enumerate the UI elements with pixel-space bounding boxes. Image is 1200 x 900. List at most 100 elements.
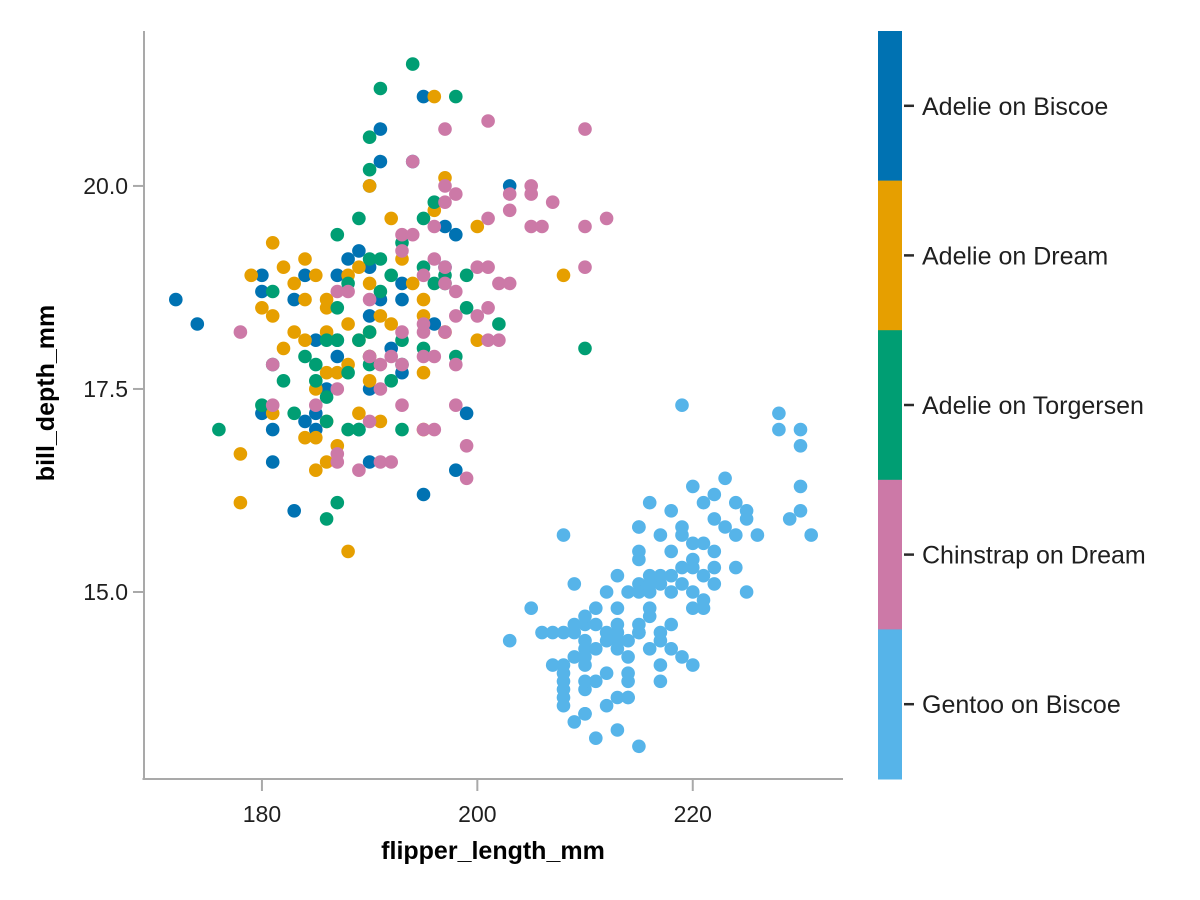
data-point [341,544,355,559]
data-point [653,674,668,689]
data-point [610,642,625,656]
data-point [729,560,743,575]
data-point [686,585,700,599]
data-point [362,349,377,364]
data-point [621,633,635,648]
data-point [481,260,495,275]
data-point [502,276,517,291]
data-point [265,236,280,250]
data-point [739,512,754,526]
data-point [459,268,474,283]
data-point [578,341,592,356]
data-point [319,455,334,469]
data-point [621,690,635,705]
data-point [449,357,463,372]
data-point [556,625,571,640]
data-point [287,276,302,291]
data-point [287,325,302,339]
data-point [481,211,495,226]
y-tick-label: 17.5 [83,376,128,402]
y-axis-title: bill_depth_mm [32,305,60,481]
data-point [524,187,538,201]
data-point [578,707,592,721]
legend-segment [878,479,902,630]
data-point [384,268,399,283]
data-point [309,430,323,445]
data-point [470,219,485,234]
data-point [599,698,614,713]
data-point [481,301,495,315]
data-point [470,260,485,275]
data-point [416,268,431,283]
data-point [395,422,409,437]
data-point [373,252,388,266]
data-point [707,544,722,559]
data-point [255,284,269,299]
data-point [362,414,377,429]
data-point [707,577,722,591]
data-point [395,292,409,307]
data-point [664,504,678,518]
data-point [362,374,377,388]
data-point [524,219,538,234]
data-point [707,487,722,502]
data-point [190,317,205,331]
x-tick-label: 220 [674,801,712,827]
data-point [362,179,377,193]
data-point [416,211,431,226]
legend-segment [878,330,902,481]
data-point [330,284,345,299]
data-point [502,203,517,218]
data-point [309,374,323,388]
data-point [449,463,463,478]
data-point [664,568,678,583]
legend-segment [878,629,902,780]
data-point [642,601,657,615]
data-point [707,512,722,526]
data-point [319,390,334,404]
data-point [427,317,442,331]
data-point [599,585,614,599]
data-point [610,568,625,583]
data-point [395,398,409,413]
data-point [384,374,399,388]
data-point [438,122,452,136]
data-point [405,276,420,291]
data-point [459,301,474,315]
data-point [362,292,377,307]
data-point [405,57,420,71]
data-point [438,219,452,234]
data-point [309,333,323,348]
data-point [330,301,345,315]
data-point [255,268,269,283]
data-point [309,268,323,283]
data-point [653,658,668,672]
data-point [729,528,743,542]
data-point [589,731,603,745]
data-point [438,325,452,339]
data-point [664,585,678,599]
data-point [287,406,302,421]
data-point [481,333,495,348]
legend-label: Adelie on Torgersen [922,392,1144,420]
data-point [621,650,635,664]
data-point [233,495,248,510]
data-point [373,455,388,469]
data-point [416,317,431,331]
data-point [298,292,312,307]
data-point [362,252,377,266]
data-point [449,227,463,242]
data-point [233,325,248,339]
data-point [642,577,657,591]
data-point [545,195,560,209]
data-point [309,463,323,478]
data-point [427,349,442,364]
data-point [449,309,463,323]
data-point [255,398,269,413]
data-point [642,642,657,656]
data-point [632,617,646,632]
data-point [395,325,409,339]
data-point [686,479,700,494]
data-point [599,211,614,226]
